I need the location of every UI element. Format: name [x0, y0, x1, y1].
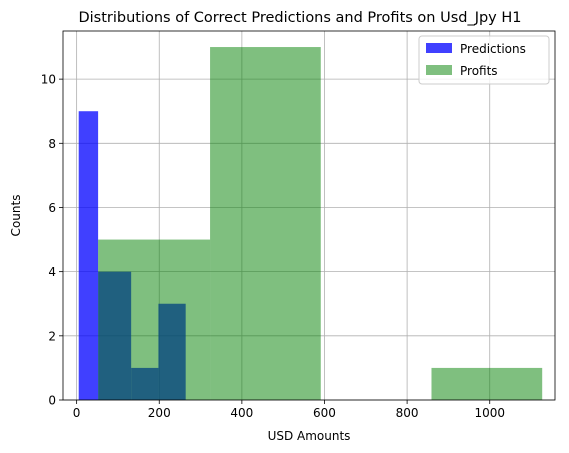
y-axis-label: Counts [9, 195, 23, 237]
bar-profits-1 [210, 47, 321, 400]
x-tick-label: 200 [148, 406, 171, 420]
y-tick-label: 0 [48, 394, 56, 408]
bar-profits-3 [431, 367, 543, 400]
legend: Predictions Profits [418, 35, 550, 85]
legend-swatch-profits [426, 65, 452, 75]
histogram-bars [78, 47, 543, 400]
y-tick-label: 2 [48, 329, 56, 343]
bar-profits-0 [98, 239, 211, 400]
x-axis-ticks: 0 200 400 600 800 1000 [73, 400, 505, 420]
x-tick-label: 800 [396, 406, 419, 420]
bar-predictions-0 [78, 111, 99, 400]
y-tick-label: 4 [48, 265, 56, 279]
y-tick-label: 6 [48, 201, 56, 215]
x-tick-label: 1000 [474, 406, 505, 420]
x-tick-label: 400 [230, 406, 253, 420]
legend-label-profits: Profits [460, 64, 498, 78]
legend-label-predictions: Predictions [460, 42, 526, 56]
y-axis-ticks: 0 2 4 6 8 10 [41, 73, 63, 408]
legend-swatch-predictions [426, 43, 452, 53]
y-tick-label: 8 [48, 137, 56, 151]
x-axis-label: USD Amounts [268, 429, 351, 443]
plot-frame [62, 30, 556, 401]
x-tick-label: 0 [73, 406, 81, 420]
y-tick-label: 10 [41, 73, 56, 87]
x-tick-label: 600 [313, 406, 336, 420]
chart-title: Distributions of Correct Predictions and… [78, 10, 521, 26]
